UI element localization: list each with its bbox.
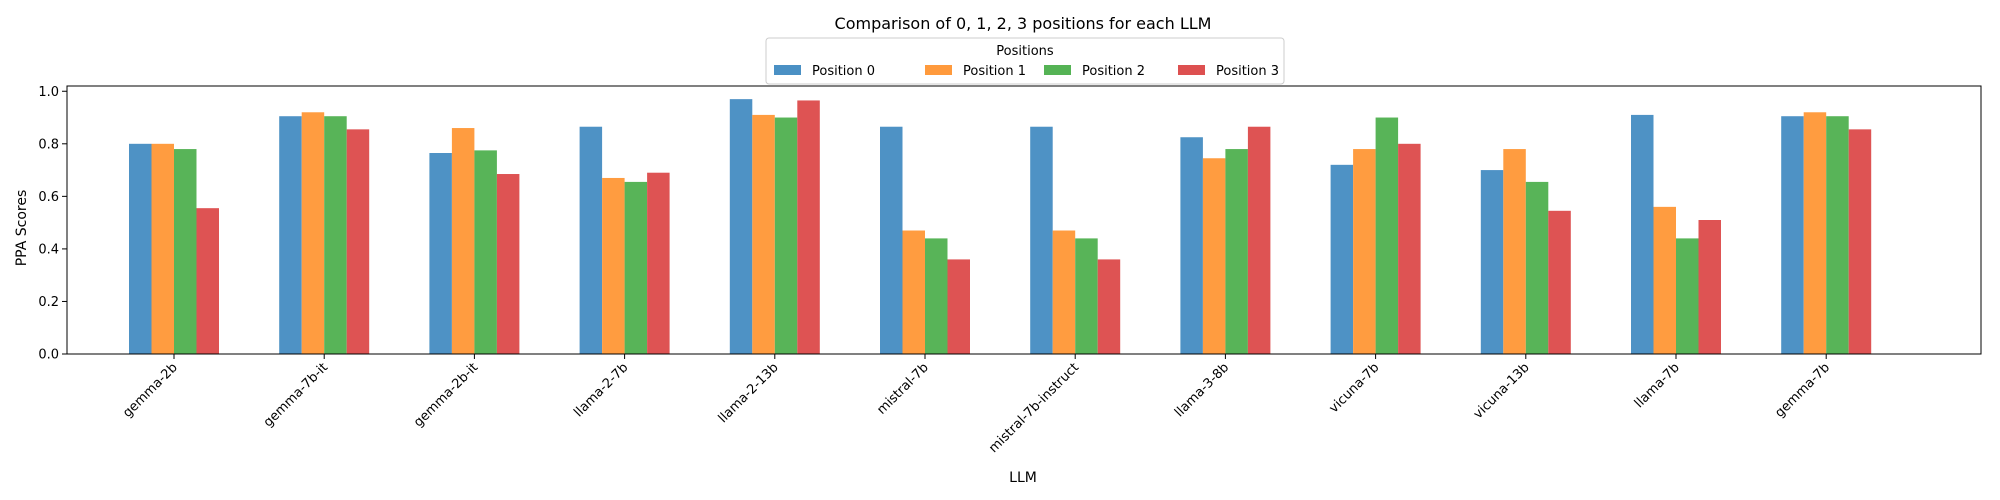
bar [729,99,753,354]
bar [1353,149,1376,354]
y-tick-label: 1.0 [38,85,59,100]
bar [451,128,475,354]
bar [1803,112,1827,355]
bar [1398,143,1421,354]
bar [1202,158,1226,354]
bar [902,230,925,354]
legend: Positions Position 0 Position 1 Position 2… [765,37,1285,85]
bar [346,129,370,354]
plot-area-frame [66,85,1982,355]
y-tick-label: 0.4 [38,242,59,257]
bar [1653,206,1676,354]
bar [925,238,948,354]
bar [1826,116,1849,354]
bar [196,208,219,354]
legend-label: Position 1 [963,64,1026,79]
legend-swatch [925,65,952,75]
bar [579,126,603,354]
bar [1548,210,1571,354]
x-tick-label: gemma-7b [1772,360,1833,421]
bar [1676,238,1699,354]
x-tick-label: gemma-2b-it [411,360,481,430]
legend-label: Position 0 [812,64,875,79]
bar [1480,170,1504,354]
x-tick-label: gemma-7b-it [261,360,331,430]
x-tick-label: vicuna-13b [1471,360,1533,422]
bar [1097,259,1121,354]
x-axis-label: LLM [1009,470,1037,486]
bar [151,143,174,354]
x-tick-label: llama-2-13b [716,360,782,426]
bar [1052,230,1076,354]
bar [752,114,775,354]
x-tick-label: llama-2-7b [571,360,631,420]
y-tick-label: 0.6 [38,190,59,205]
legend-swatch [1044,65,1071,75]
chart-title: Comparison of 0, 1, 2, 3 positions for e… [835,14,1212,33]
bar [1631,114,1654,354]
bars-layer [129,99,1872,355]
legend-swatch [1178,65,1205,75]
bar [301,112,325,355]
legend-items: Position 0 Position 1 Position 2 Position 3 [774,64,1279,79]
legend-label: Position 3 [1216,64,1279,79]
bar [647,172,670,354]
legend-title: Positions [996,44,1054,59]
legend-swatch [774,65,801,75]
legend-frame [765,37,1285,85]
y-axis-label: PPA Scores [14,190,30,267]
bar [1030,126,1053,354]
legend-label: Position 2 [1082,64,1145,79]
bar [174,149,197,354]
bar [324,116,347,354]
bar [129,143,152,354]
bar [947,259,970,354]
x-tick-label: mistral-7b [874,360,931,417]
x-tick-label: gemma-2b [120,360,181,421]
bar [1503,149,1526,354]
bar [1848,129,1872,354]
y-tick-label: 0.0 [38,348,59,363]
bar [1180,137,1203,354]
y-axis: 0.0 0.2 0.4 0.6 0.8 1.0 [38,85,67,363]
bar [1375,117,1399,354]
x-tick-label: mistral-7b-instruct [986,360,1082,456]
bar [1247,126,1271,354]
x-tick-label: llama-7b [1632,360,1683,411]
bar [1225,149,1248,354]
x-tick-label: vicuna-7b [1326,360,1382,416]
bar [602,177,625,354]
bar [496,174,520,354]
bar [429,153,452,354]
bar [624,181,648,354]
bar [774,117,798,354]
bar [1525,181,1549,354]
bar [279,116,302,354]
bar [1698,220,1721,354]
bar [880,126,903,354]
x-tick-label: llama-3-8b [1172,360,1232,420]
bar [1781,116,1804,354]
bar [797,100,820,354]
y-tick-label: 0.8 [38,137,59,152]
x-axis: gemma-2b gemma-7b-it gemma-2b-it llama-2-7b… [120,354,1833,456]
bar [1330,164,1354,354]
bar [474,150,497,354]
bar [1075,238,1098,354]
y-tick-label: 0.2 [38,295,59,310]
